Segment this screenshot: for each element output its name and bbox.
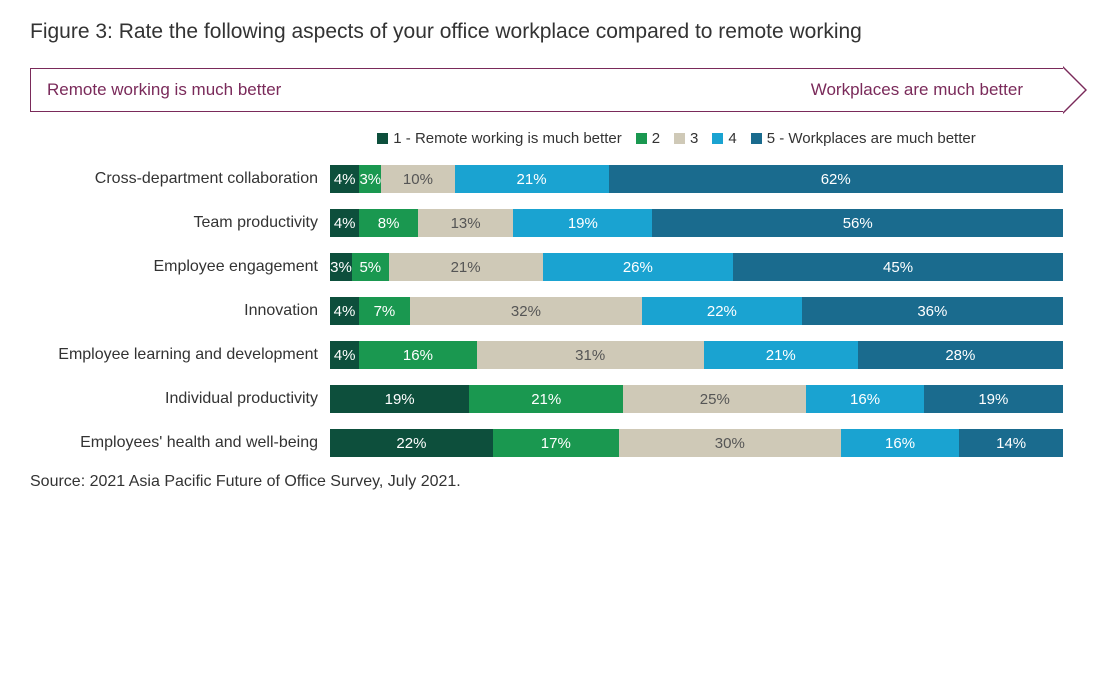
- category-label: Employee learning and development: [30, 346, 330, 364]
- category-label: Cross-department collaboration: [30, 170, 330, 188]
- category-label: Employees' health and well-being: [30, 434, 330, 452]
- bar-segment-s3: 25%: [623, 385, 806, 413]
- bar-segment-s2: 16%: [359, 341, 476, 369]
- bar-segment-s4: 22%: [642, 297, 802, 325]
- bar-segment-s1: 22%: [330, 429, 493, 457]
- bar-segment-s2: 7%: [359, 297, 410, 325]
- stacked-bar: 19%21%25%16%19%: [330, 385, 1063, 413]
- bar-row: Individual productivity19%21%25%16%19%: [30, 385, 1063, 413]
- legend-item-s1: 1 - Remote working is much better: [377, 130, 621, 147]
- legend-label-s4: 4: [728, 130, 736, 147]
- legend-item-s2: 2: [636, 130, 660, 147]
- bar-row: Employee engagement3%5%21%26%45%: [30, 253, 1063, 281]
- category-label: Employee engagement: [30, 258, 330, 276]
- bar-segment-s3: 13%: [418, 209, 513, 237]
- legend-label-s1: 1 - Remote working is much better: [393, 130, 621, 147]
- bar-segment-s5: 28%: [858, 341, 1063, 369]
- bar-segment-s4: 16%: [841, 429, 959, 457]
- legend-label-s5: 5 - Workplaces are much better: [767, 130, 976, 147]
- bar-segment-s2: 8%: [359, 209, 418, 237]
- bar-segment-s1: 19%: [330, 385, 469, 413]
- scale-right-label: Workplaces are much better: [811, 80, 1023, 100]
- legend-label-s3: 3: [690, 130, 698, 147]
- bar-segment-s4: 16%: [806, 385, 923, 413]
- stacked-bar: 3%5%21%26%45%: [330, 253, 1063, 281]
- stacked-bar: 4%8%13%19%56%: [330, 209, 1063, 237]
- bar-segment-s5: 56%: [652, 209, 1062, 237]
- bar-segment-s3: 21%: [389, 253, 543, 281]
- bar-segment-s3: 10%: [381, 165, 454, 193]
- bar-row: Team productivity4%8%13%19%56%: [30, 209, 1063, 237]
- bar-segment-s1: 4%: [330, 297, 359, 325]
- stacked-bar: 22%17%30%16%14%: [330, 429, 1063, 457]
- category-label: Innovation: [30, 302, 330, 320]
- bar-segment-s3: 30%: [619, 429, 841, 457]
- bar-row: Employees' health and well-being22%17%30…: [30, 429, 1063, 457]
- stacked-bar: 4%7%32%22%36%: [330, 297, 1063, 325]
- scale-arrow: Remote working is much better Workplaces…: [30, 68, 1063, 112]
- legend-swatch-s5: [751, 133, 762, 144]
- legend-item-s5: 5 - Workplaces are much better: [751, 130, 976, 147]
- source-text: Source: 2021 Asia Pacific Future of Offi…: [30, 473, 1063, 491]
- figure-title: Figure 3: Rate the following aspects of …: [30, 20, 1063, 44]
- legend-swatch-s4: [712, 133, 723, 144]
- bar-row: Cross-department collaboration4%3%10%21%…: [30, 165, 1063, 193]
- stacked-bar-chart: Cross-department collaboration4%3%10%21%…: [30, 165, 1063, 457]
- bar-segment-s4: 19%: [513, 209, 652, 237]
- bar-segment-s1: 4%: [330, 209, 359, 237]
- category-label: Team productivity: [30, 214, 330, 232]
- bar-segment-s1: 4%: [330, 341, 359, 369]
- bar-row: Innovation4%7%32%22%36%: [30, 297, 1063, 325]
- bar-segment-s2: 5%: [352, 253, 389, 281]
- scale-left-label: Remote working is much better: [47, 80, 281, 100]
- bar-row: Employee learning and development4%16%31…: [30, 341, 1063, 369]
- bar-segment-s5: 14%: [959, 429, 1063, 457]
- bar-segment-s2: 17%: [493, 429, 619, 457]
- bar-segment-s2: 21%: [469, 385, 623, 413]
- stacked-bar: 4%16%31%21%28%: [330, 341, 1063, 369]
- bar-segment-s5: 45%: [733, 253, 1063, 281]
- bar-segment-s5: 36%: [802, 297, 1063, 325]
- bar-segment-s1: 3%: [330, 253, 352, 281]
- bar-segment-s3: 31%: [477, 341, 704, 369]
- bar-segment-s4: 26%: [543, 253, 734, 281]
- legend-swatch-s3: [674, 133, 685, 144]
- legend-item-s3: 3: [674, 130, 698, 147]
- legend-label-s2: 2: [652, 130, 660, 147]
- bar-segment-s5: 19%: [924, 385, 1063, 413]
- legend-item-s4: 4: [712, 130, 736, 147]
- chart-legend: 1 - Remote working is much better 2 3 4 5 - …: [290, 130, 1063, 147]
- bar-segment-s2: 3%: [359, 165, 381, 193]
- bar-segment-s4: 21%: [455, 165, 609, 193]
- bar-segment-s3: 32%: [410, 297, 642, 325]
- legend-swatch-s2: [636, 133, 647, 144]
- bar-segment-s1: 4%: [330, 165, 359, 193]
- bar-segment-s4: 21%: [704, 341, 858, 369]
- stacked-bar: 4%3%10%21%62%: [330, 165, 1063, 193]
- category-label: Individual productivity: [30, 390, 330, 408]
- bar-segment-s5: 62%: [609, 165, 1063, 193]
- legend-swatch-s1: [377, 133, 388, 144]
